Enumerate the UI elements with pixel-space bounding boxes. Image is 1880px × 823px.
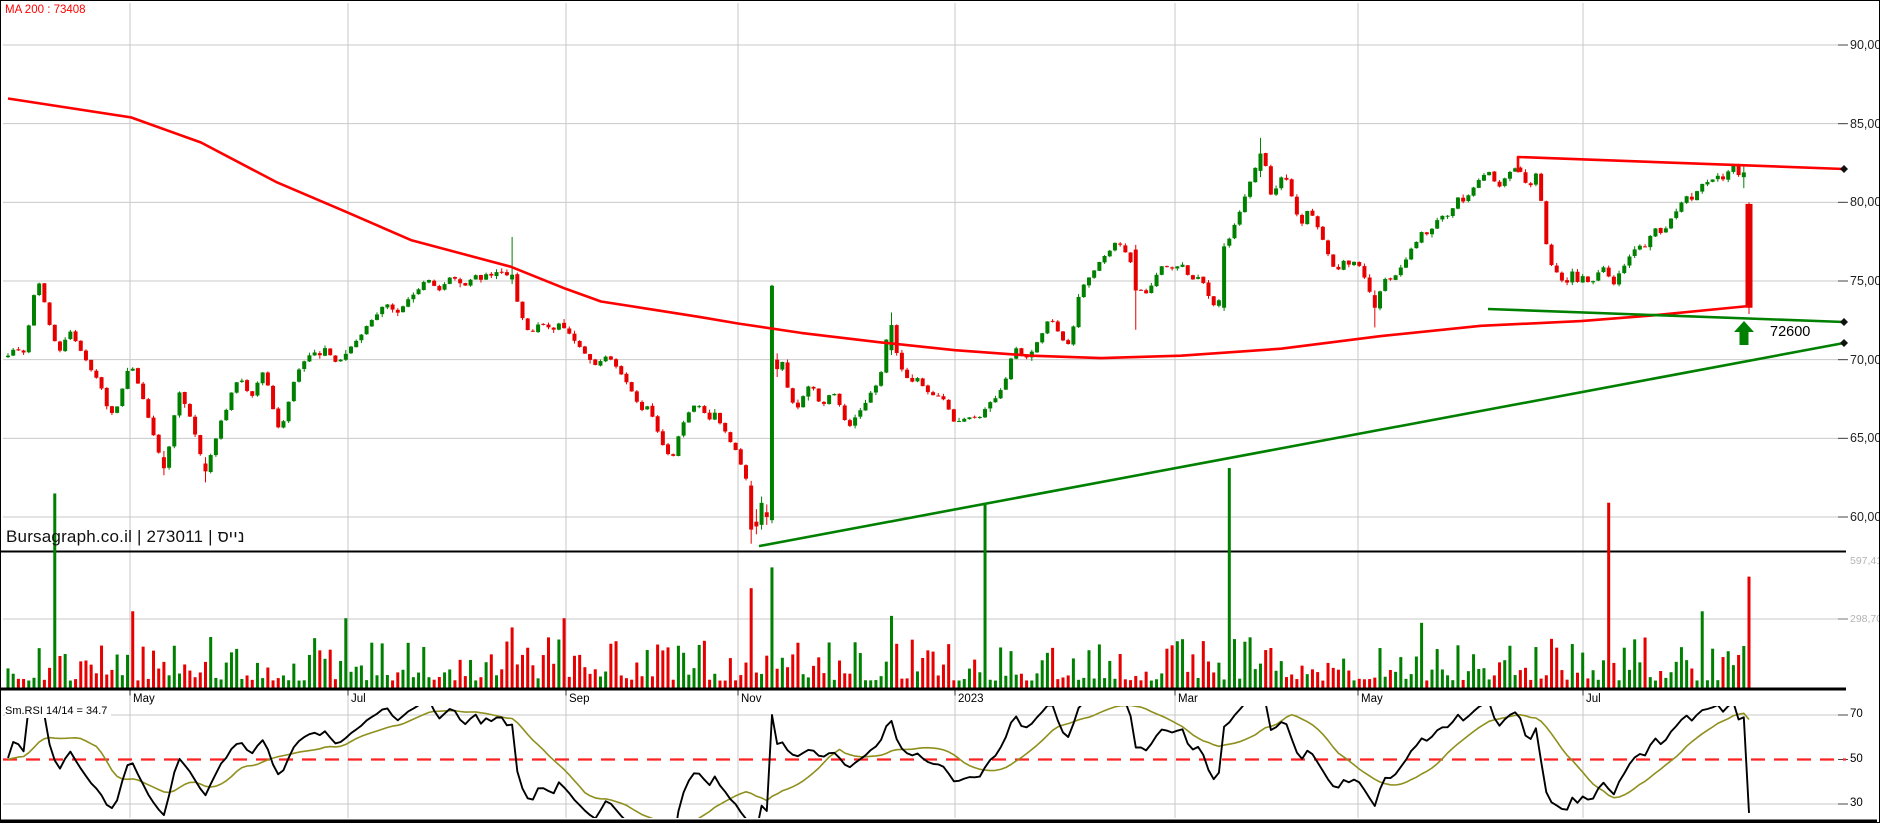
rsi-tick-label: 30 (1850, 797, 1863, 809)
price-tick-label: 60,000 (1850, 510, 1879, 524)
price-tick-label: 70,000 (1850, 352, 1879, 367)
rsi-tick-label: 50 (1850, 752, 1863, 765)
watermark-title: Bursagraph.co.il | 273011 | נייס (6, 527, 245, 546)
time-tick-label: 2023 (958, 693, 984, 705)
time-tick-label: May (1361, 693, 1383, 705)
time-tick-label: Sep (569, 693, 590, 705)
support-price-annotation: 72600 (1770, 324, 1811, 340)
volume-tick-label: 597,411 (1850, 555, 1879, 567)
time-tick-label: Mar (1178, 693, 1198, 705)
time-tick-label: May (133, 693, 155, 705)
price-tick-label: 75,000 (1850, 274, 1879, 288)
time-tick-label: Jul (351, 693, 366, 705)
price-tick-label: 80,000 (1850, 195, 1879, 210)
ma200-value-label: MA 200 : 73408 (5, 4, 86, 16)
price-tick-label: 90,000 (1850, 38, 1879, 52)
price-tick-label: 65,000 (1850, 431, 1879, 446)
volume-tick-label: 298,706 (1850, 613, 1879, 625)
rsi-value-label: Sm.RSI 14/14 = 34.7 (5, 705, 112, 718)
rsi-tick-label: 70 (1850, 708, 1863, 720)
price-tick-label: 85,000 (1850, 116, 1879, 131)
time-tick-label: Jul (1586, 693, 1601, 705)
time-tick-label: Nov (741, 693, 762, 705)
